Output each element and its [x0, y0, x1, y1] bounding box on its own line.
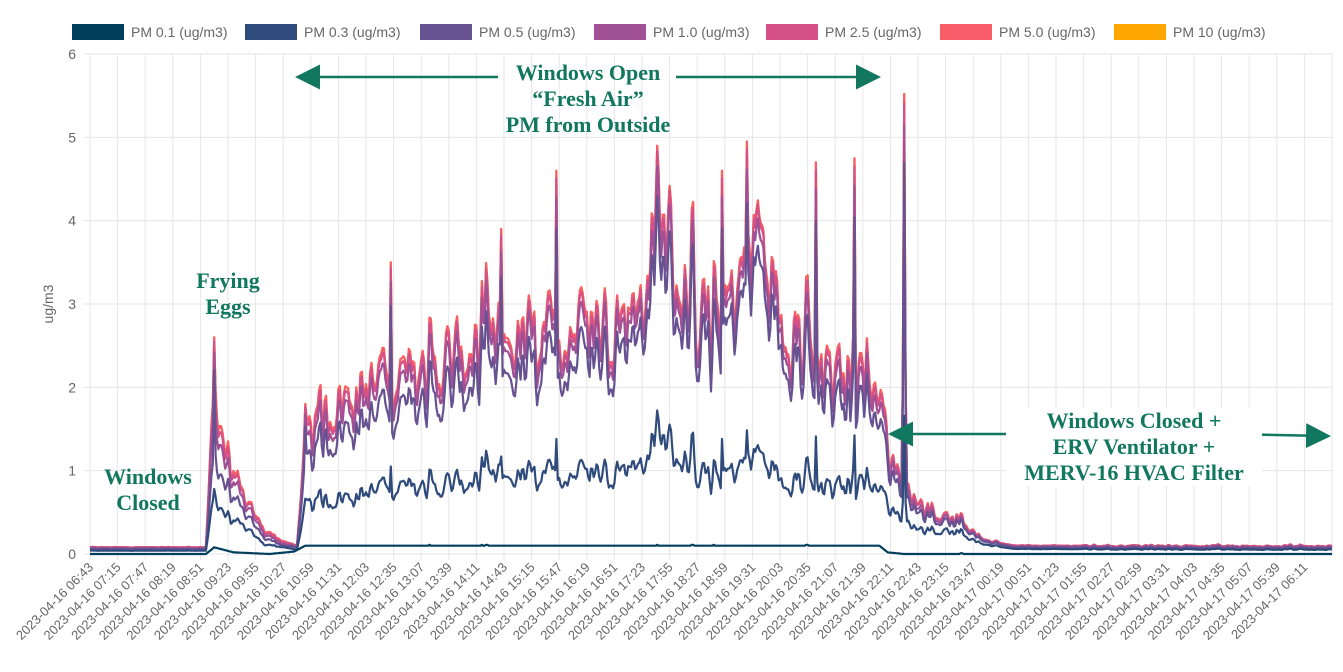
legend-item[interactable]: PM 1.0 (ug/m3)	[594, 22, 749, 42]
legend-label: PM 1.0 (ug/m3)	[653, 24, 750, 40]
annotation-line: Closed	[116, 490, 180, 515]
annotation-line: PM from Outside	[505, 112, 671, 137]
y-tick-label: 4	[68, 213, 76, 229]
legend-item[interactable]: PM 0.5 (ug/m3)	[420, 22, 575, 42]
y-tick-label: 5	[68, 129, 76, 145]
legend-swatch	[766, 24, 818, 40]
annotation-line: Eggs	[205, 294, 251, 319]
y-tick-label: 1	[68, 463, 76, 479]
annotation-windows-open: Windows Open “Fresh Air” PM from Outside	[468, 60, 708, 138]
annotation-line: Windows	[104, 464, 192, 489]
annotation-frying-eggs: Frying Eggs	[180, 268, 276, 320]
legend-label: PM 2.5 (ug/m3)	[825, 24, 922, 40]
legend-item[interactable]: PM 10 (ug/m3)	[1114, 22, 1266, 42]
legend-item[interactable]: PM 2.5 (ug/m3)	[766, 22, 921, 42]
y-axis-label: ug/m3	[40, 284, 56, 323]
legend-swatch	[1114, 24, 1166, 40]
y-tick-label: 3	[68, 296, 76, 312]
legend-label: PM 0.5 (ug/m3)	[479, 24, 576, 40]
series-layer	[89, 92, 1333, 556]
legend-swatch	[420, 24, 472, 40]
series-line-pm-0-1	[90, 543, 1332, 556]
annotation-line: MERV-16 HVAC Filter	[1024, 460, 1244, 485]
legend-label: PM 0.1 (ug/m3)	[131, 24, 228, 40]
annotation-windows-closed-erv: Windows Closed + ERV Ventilator + MERV-1…	[1006, 408, 1262, 486]
legend-item[interactable]: PM 5.0 (ug/m3)	[940, 22, 1095, 42]
legend-swatch	[594, 24, 646, 40]
legend-label: PM 0.3 (ug/m3)	[304, 24, 401, 40]
legend-swatch	[245, 24, 297, 40]
annotation-line: “Fresh Air”	[532, 86, 644, 111]
annotation-line: Windows Closed +	[1046, 408, 1222, 433]
legend-label: PM 5.0 (ug/m3)	[999, 24, 1096, 40]
annotation-line: Frying	[196, 268, 260, 293]
legend-label: PM 10 (ug/m3)	[1173, 24, 1266, 40]
legend-item[interactable]: PM 0.1 (ug/m3)	[72, 22, 227, 42]
y-tick-label: 6	[68, 46, 76, 62]
annotation-line: ERV Ventilator +	[1052, 434, 1216, 459]
annotation-windows-closed: Windows Closed	[96, 464, 200, 516]
annotation-line: Windows Open	[515, 60, 661, 85]
y-tick-label: 2	[68, 379, 76, 395]
legend-item[interactable]: PM 0.3 (ug/m3)	[245, 22, 400, 42]
y-tick-label: 0	[68, 546, 76, 562]
legend-swatch	[940, 24, 992, 40]
legend-swatch	[72, 24, 124, 40]
